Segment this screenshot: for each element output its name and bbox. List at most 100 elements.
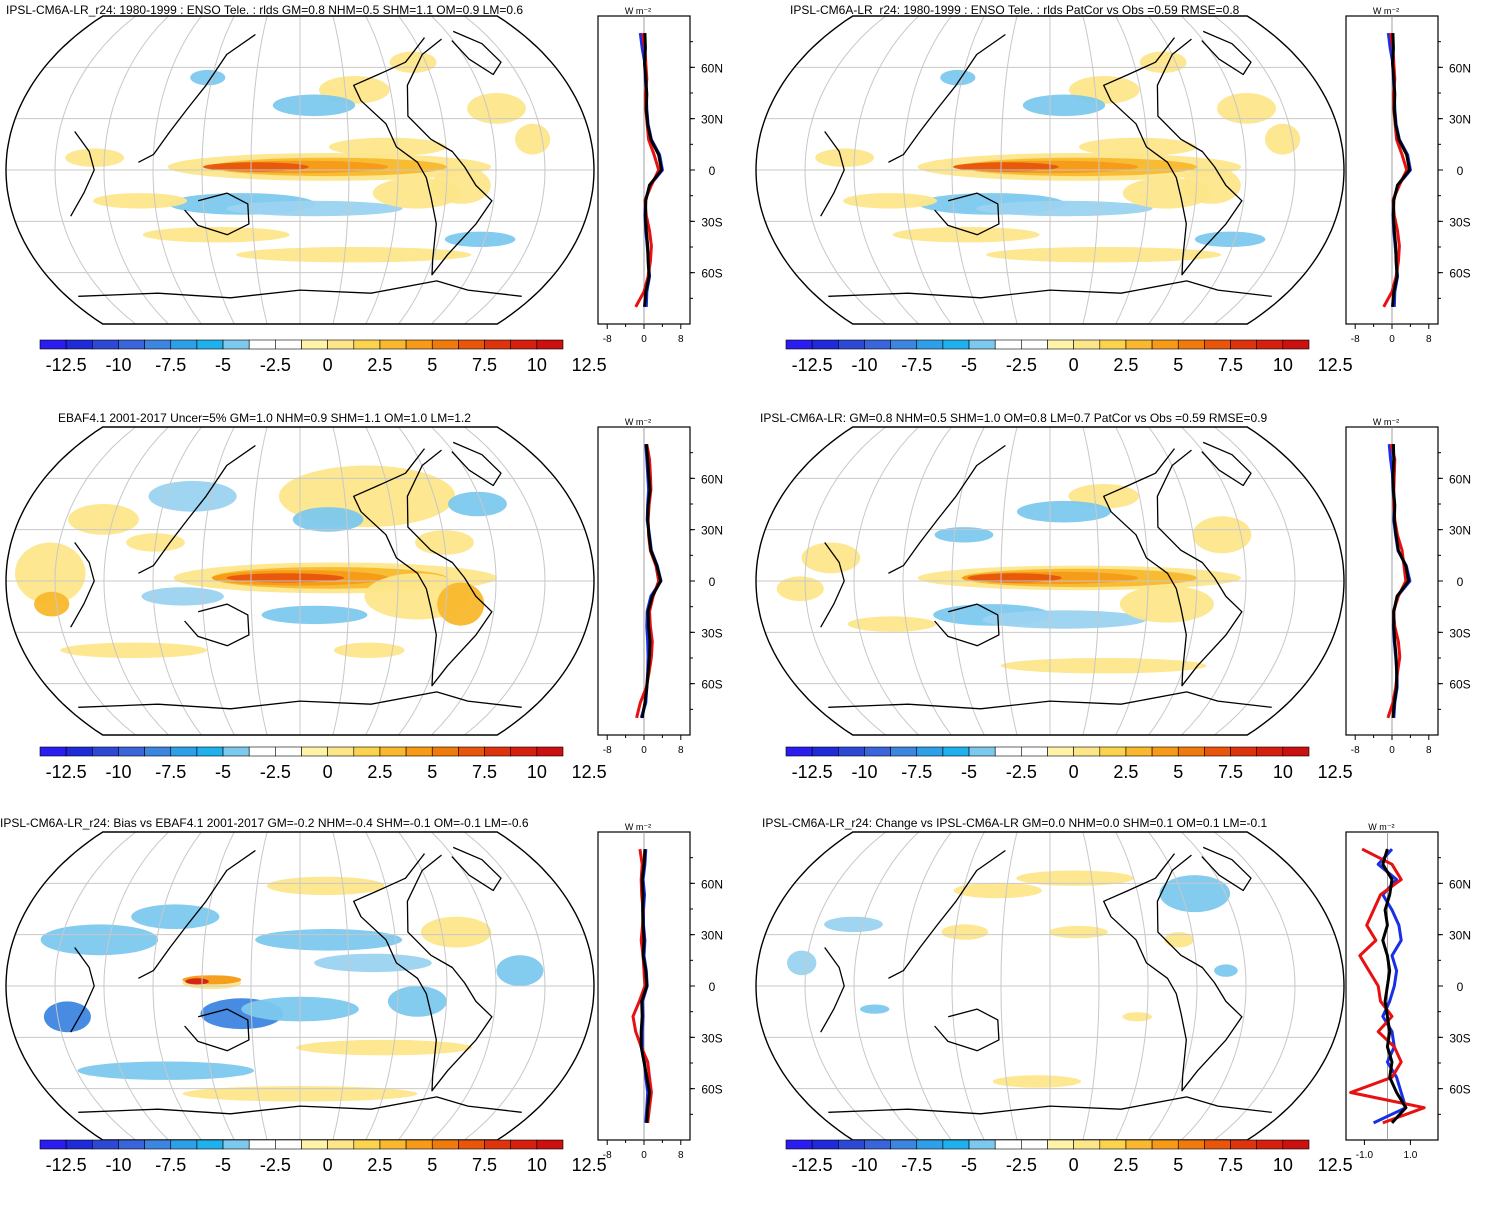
colorbar-swatch — [1047, 1139, 1074, 1150]
anomaly-region — [1122, 1012, 1152, 1022]
colorbar-swatch — [1021, 746, 1048, 757]
colorbar-swatch — [1204, 339, 1231, 350]
meridian-line — [1148, 831, 1198, 1141]
lat-label: 30S — [701, 215, 722, 229]
colorbar-swatch — [1125, 1139, 1153, 1150]
colorbar-label: -2.5 — [1006, 1155, 1037, 1175]
unit-label: W m⁻² — [625, 417, 651, 427]
graticule — [6, 831, 594, 1141]
colorbar-swatch — [1256, 1139, 1284, 1150]
lat-label: 60S — [701, 678, 722, 692]
colorbar-label: 7.5 — [1218, 355, 1243, 375]
colorbar-label: 2.5 — [367, 355, 392, 375]
meridian-line — [431, 426, 497, 736]
x-tick-label: 1.0 — [1403, 1150, 1417, 1161]
meridian-line — [1115, 15, 1149, 325]
colorbar-swatch — [170, 339, 198, 350]
colorbar-label: 7.5 — [1218, 1155, 1243, 1175]
anomaly-region — [334, 642, 405, 658]
anomaly-region — [190, 69, 226, 86]
colorbar-swatch — [994, 339, 1022, 350]
colorbar-label: -7.5 — [901, 355, 932, 375]
meridian-line — [804, 15, 886, 325]
colorbar-swatch — [1282, 746, 1310, 757]
colorbar-swatch — [431, 1139, 459, 1150]
x-tick-label: -8 — [603, 1150, 612, 1161]
unit-label: W m⁻² — [625, 6, 651, 16]
anomaly-region — [953, 882, 1042, 899]
zonal-line-black — [1391, 33, 1411, 308]
colorbar-swatch — [65, 339, 93, 350]
anomaly-region — [60, 642, 208, 658]
meridian-line — [398, 831, 448, 1141]
coastline — [70, 947, 95, 1033]
anomaly-region — [815, 148, 874, 167]
anomaly-region — [941, 924, 989, 940]
x-tick-label: 8 — [1426, 745, 1432, 756]
colorbar-label: -5 — [215, 355, 231, 375]
colorbar-swatch — [785, 1139, 813, 1150]
lat-label: 60N — [701, 61, 723, 75]
coastlines — [820, 30, 1272, 299]
x-tick-label: -1.0 — [1356, 1150, 1374, 1161]
meridian-line — [853, 426, 919, 736]
colorbar-swatch — [1177, 1139, 1205, 1150]
colorbar-swatch — [864, 1139, 891, 1150]
meridian-line — [951, 831, 985, 1141]
colorbar-swatch — [327, 1139, 355, 1150]
global-map — [755, 15, 1345, 325]
anomaly-region — [68, 504, 139, 535]
colorbar-swatch — [510, 1139, 538, 1150]
global-map — [755, 831, 1345, 1141]
anomaly-region — [1164, 932, 1194, 948]
lat-label: 0 — [1457, 980, 1464, 994]
colorbar-swatch — [864, 746, 891, 757]
lat-label: 60S — [1449, 267, 1470, 281]
colorbar-swatch — [942, 339, 970, 350]
colorbar-label: 7.5 — [472, 762, 497, 782]
panel-model-enso-patcor: IPSL-CM6A-LR_r24: 1980-1999 : ENSO Tele.… — [748, 0, 1488, 400]
panel-bias: IPSL-CM6A-LR_r24: Bias vs EBAF4.1 2001-2… — [0, 812, 744, 1212]
zonal-line-black — [643, 33, 663, 308]
colorbar-swatch — [1230, 1139, 1257, 1150]
meridian-line — [464, 831, 546, 1141]
colorbar-label: 5 — [1173, 762, 1183, 782]
colorbar-swatch — [1151, 1139, 1179, 1150]
panel-model-enso: IPSL-CM6A-LR_r24: 1980-1999 : ENSO Tele.… — [0, 0, 744, 400]
colorbar-label: 12.5 — [572, 762, 607, 782]
colorbar-swatch — [431, 339, 459, 350]
lat-label: 60N — [1449, 61, 1471, 75]
colorbar-swatch — [405, 1139, 433, 1150]
map-outline — [755, 15, 1345, 325]
meridian-line — [804, 426, 886, 736]
coastline — [138, 444, 256, 574]
zonal-mean-profile: W m⁻² 60N 30N 0 30S 60S -8 0 8 — [1345, 6, 1471, 345]
colorbar-label: -7.5 — [155, 1155, 186, 1175]
colorbar-label: -10 — [851, 1155, 877, 1175]
colorbar-label: 12.5 — [572, 1155, 607, 1175]
coastline — [820, 947, 845, 1033]
colorbar-label: -10 — [851, 762, 877, 782]
colorbar-swatch — [1177, 746, 1205, 757]
panel-obs-ebaf: EBAF4.1 2001-2017 Uncer=5% GM=1.0 NHM=0.… — [0, 407, 744, 807]
colorbar-label: 10 — [1273, 1155, 1293, 1175]
zonal-mean-profile: W m⁻² 60N 30N 0 30S 60S -8 0 8 — [597, 417, 723, 756]
meridian-line — [332, 831, 350, 1141]
colorbar-label: -12.5 — [792, 1155, 833, 1175]
colorbar-label: 7.5 — [472, 355, 497, 375]
anomaly-region — [986, 247, 1222, 263]
coastline — [1201, 846, 1252, 892]
colorbar-label: -12.5 — [46, 355, 87, 375]
colorbar-swatch — [1177, 339, 1205, 350]
graticule — [756, 15, 1344, 325]
coastline — [1103, 853, 1243, 1092]
colorbar-swatch — [1073, 1139, 1101, 1150]
colorbar-swatch — [510, 339, 538, 350]
anomaly-region — [328, 137, 447, 157]
coastline — [353, 853, 493, 1092]
meridian-line — [103, 15, 169, 325]
anomaly-region — [203, 162, 309, 172]
colorbar-swatch — [1099, 746, 1127, 757]
colorbar-swatch — [170, 1139, 198, 1150]
meridian-line — [54, 831, 136, 1141]
